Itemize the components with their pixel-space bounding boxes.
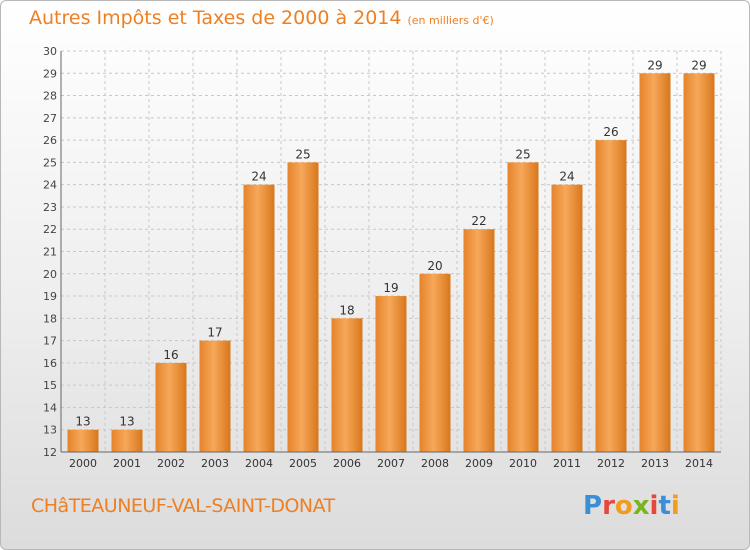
x-tick-label: 2001 xyxy=(113,457,141,470)
y-tick-label: 28 xyxy=(43,90,57,103)
value-label: 16 xyxy=(163,348,178,362)
y-tick-label: 25 xyxy=(43,156,57,169)
x-tick-label: 2004 xyxy=(245,457,273,470)
bar-2011 xyxy=(551,184,583,452)
axes: 12 13 14 15 16 17 18 19 20 21 22 23 24 25 26 27 28 29 30 20… xyxy=(43,45,721,470)
bar-2005 xyxy=(287,162,319,452)
chart-title: Autres Impôts et Taxes de 2000 à 2014 (en… xyxy=(29,7,494,29)
y-tick-label: 23 xyxy=(43,201,57,214)
value-label: 19 xyxy=(383,281,398,295)
bar-2001 xyxy=(111,429,143,452)
bar-2002 xyxy=(155,362,187,452)
value-label: 20 xyxy=(427,259,442,273)
x-tick-label: 2010 xyxy=(509,457,537,470)
x-tick-label: 2009 xyxy=(465,457,493,470)
logo-letter: o xyxy=(614,491,633,521)
value-label: 25 xyxy=(295,147,310,161)
y-tick-label: 13 xyxy=(43,424,57,437)
logo-letter: t xyxy=(658,491,671,521)
y-tick-label: 19 xyxy=(43,290,57,303)
y-tick-label: 26 xyxy=(43,134,57,147)
bars xyxy=(67,73,715,453)
x-tick-label: 2008 xyxy=(421,457,449,470)
bar-2000 xyxy=(67,429,99,452)
logo-letter: P xyxy=(583,491,603,521)
logo-letter: r xyxy=(602,491,615,521)
bar-2007 xyxy=(375,296,407,452)
y-tick-label: 27 xyxy=(43,112,57,125)
value-label: 24 xyxy=(251,170,266,184)
location-label: CHâTEAUNEUF-VAL-SAINT-DONAT xyxy=(31,495,335,517)
value-label: 29 xyxy=(691,58,706,72)
bar-2008 xyxy=(419,273,451,452)
x-tick-label: 2013 xyxy=(641,457,669,470)
x-tick-label: 2002 xyxy=(157,457,185,470)
y-tick-label: 20 xyxy=(43,268,57,281)
y-tick-label: 16 xyxy=(43,357,57,370)
x-tick-label: 2011 xyxy=(553,457,581,470)
proxiti-logo[interactable]: Proxiti xyxy=(583,491,680,521)
bar-2012 xyxy=(595,140,627,452)
y-tick-label: 24 xyxy=(43,179,57,192)
y-tick-label: 18 xyxy=(43,312,57,325)
x-tick-label: 2003 xyxy=(201,457,229,470)
bar-2014 xyxy=(683,73,715,453)
value-label: 26 xyxy=(603,125,618,139)
value-label: 13 xyxy=(75,415,90,429)
y-tick-label: 21 xyxy=(43,246,57,259)
value-label: 25 xyxy=(515,147,530,161)
bar-2006 xyxy=(331,318,363,452)
x-tick-label: 2005 xyxy=(289,457,317,470)
y-tick-label: 30 xyxy=(43,45,57,58)
y-tick-label: 12 xyxy=(43,446,57,459)
y-tick-label: 15 xyxy=(43,379,57,392)
bar-2004 xyxy=(243,184,275,452)
value-label: 17 xyxy=(207,326,222,340)
y-tick-label: 17 xyxy=(43,335,57,348)
chart-subtitle: (en milliers d'€) xyxy=(407,14,494,27)
value-label: 18 xyxy=(339,303,354,317)
bar-2003 xyxy=(199,340,231,452)
bar-2013 xyxy=(639,73,671,453)
bar-2009 xyxy=(463,229,495,452)
y-tick-label: 29 xyxy=(43,67,57,80)
x-tick-label: 2014 xyxy=(685,457,713,470)
logo-letter: x xyxy=(632,491,650,521)
logo-letter: i xyxy=(670,491,680,521)
x-tick-label: 2012 xyxy=(597,457,625,470)
value-label: 13 xyxy=(119,415,134,429)
x-tick-label: 2007 xyxy=(377,457,405,470)
y-tick-label: 14 xyxy=(43,401,57,414)
x-tick-label: 2000 xyxy=(69,457,97,470)
value-label: 29 xyxy=(647,58,662,72)
y-tick-label: 22 xyxy=(43,223,57,236)
bar-2010 xyxy=(507,162,539,452)
logo-letter: i xyxy=(649,491,659,521)
x-tick-label: 2006 xyxy=(333,457,361,470)
value-label: 24 xyxy=(559,170,574,184)
value-label: 22 xyxy=(471,214,486,228)
chart-title-text: Autres Impôts et Taxes de 2000 à 2014 xyxy=(29,7,402,29)
value-labels: 13 13 16 17 24 25 18 19 20 22 25 24 26 29 29 xyxy=(75,58,706,428)
